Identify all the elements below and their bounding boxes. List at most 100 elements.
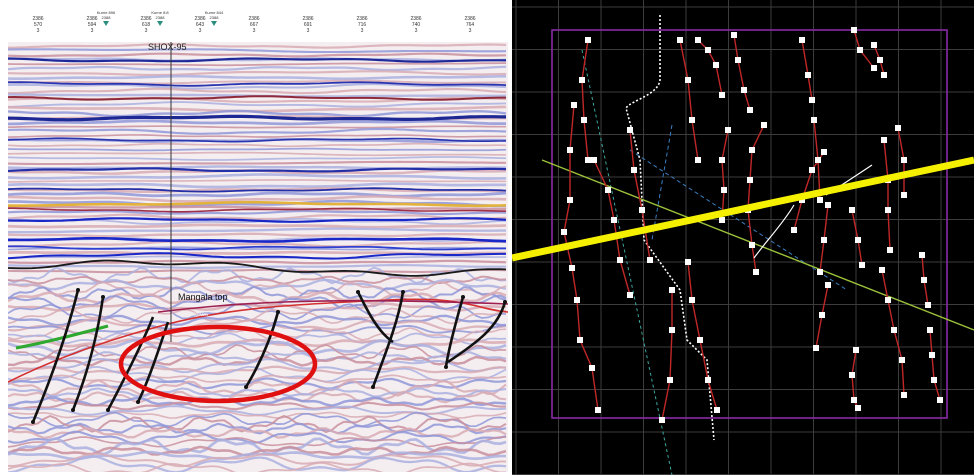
fault-node <box>901 192 907 198</box>
fault-node <box>817 197 823 203</box>
fault-node <box>899 357 905 363</box>
well-tick-top: Kurne 844 <box>204 10 224 15</box>
fault-stick <box>733 34 751 111</box>
fault-node <box>825 202 831 208</box>
fault-node <box>705 47 711 53</box>
fault-map-svg <box>512 0 974 475</box>
fault-node <box>849 372 855 378</box>
trace-tick-trace: 691 <box>303 22 313 28</box>
fault-node <box>667 377 673 383</box>
fault-node <box>611 217 617 223</box>
fault-node <box>571 102 577 108</box>
fault-node <box>581 117 587 123</box>
reflector-line <box>8 125 506 129</box>
fault-node <box>617 257 623 263</box>
trace-tick: 2386 570 3 <box>18 16 58 34</box>
olive-line <box>541 159 974 331</box>
reflector-line <box>8 291 507 306</box>
fault-node <box>799 37 805 43</box>
fault-node <box>719 157 725 163</box>
fault-node <box>639 207 645 213</box>
fault-node <box>931 377 937 383</box>
fault-node <box>725 127 731 133</box>
trace-tick: 2386 643 3 <box>180 16 220 34</box>
fault-node <box>925 302 931 308</box>
fault-node <box>76 288 80 292</box>
fault-node <box>919 252 925 258</box>
fault-node <box>721 187 727 193</box>
reflector-line <box>8 275 507 285</box>
trace-tick-line: 2386 <box>464 16 476 22</box>
trace-tick-trace: 740 <box>411 22 421 28</box>
reflector-line <box>8 227 506 234</box>
black-horizon <box>8 259 507 277</box>
reflector-line <box>8 127 507 135</box>
fault-line <box>244 311 280 388</box>
reflector-line <box>8 318 507 332</box>
reflector-line <box>8 436 507 456</box>
strong-reflector <box>8 57 507 63</box>
reflector-line <box>8 223 507 229</box>
blue-dashed-line <box>629 149 848 291</box>
reflector-line <box>8 173 507 180</box>
blue-horizon <box>8 252 506 260</box>
reflector-line <box>8 160 506 166</box>
fault-node <box>791 227 797 233</box>
fault-node <box>821 149 827 155</box>
reflector-line <box>8 259 507 265</box>
fault-stick <box>581 39 589 161</box>
fault-node <box>881 72 887 78</box>
reflector-line <box>8 285 507 301</box>
reflector-line <box>8 355 507 367</box>
trace-tick-line: 2386 <box>86 16 98 22</box>
trace-tick-trace: 764 <box>465 22 475 28</box>
fault-node <box>714 407 720 413</box>
reflector-line <box>8 427 507 440</box>
fault-node <box>809 97 815 103</box>
trace-tick: 2386 691 3 <box>288 16 328 34</box>
reflector-line <box>8 79 506 85</box>
trace-tick: 2386 594 3 <box>72 16 112 34</box>
fault-stick <box>747 124 765 273</box>
white-connector <box>753 204 795 259</box>
well-marker-icon <box>157 21 163 26</box>
reflector-line <box>8 142 507 148</box>
fault-node <box>579 77 585 83</box>
fault-node <box>817 269 823 275</box>
fault-node <box>741 87 747 93</box>
fault-node <box>567 197 573 203</box>
reflector-line <box>8 179 506 183</box>
fault-node <box>695 37 701 43</box>
reflector-line <box>8 109 507 118</box>
fault-node <box>569 265 575 271</box>
fault-node <box>921 277 927 283</box>
fault-stick <box>629 129 651 261</box>
fault-node <box>567 147 573 153</box>
fault-stick <box>851 349 859 409</box>
fault-node <box>605 187 611 193</box>
reflector-line <box>8 461 506 472</box>
reflector-line <box>8 255 506 260</box>
fault-node <box>685 77 691 83</box>
fault-node <box>887 247 893 253</box>
fault-node <box>574 297 580 303</box>
well-tick-top: Kurne 8:8 <box>151 10 169 15</box>
cyan-dashed-line <box>581 49 673 475</box>
survey-boundary <box>551 29 948 419</box>
fault-node <box>851 27 857 33</box>
trace-tick: 2386 740 3 <box>396 16 436 34</box>
fault-node <box>877 57 883 63</box>
fault-node <box>805 72 811 78</box>
fault-node <box>244 385 248 389</box>
reflector-line <box>8 182 506 189</box>
fault-node <box>901 157 907 163</box>
map-grid <box>512 0 974 475</box>
trace-tick-sub: 3 <box>198 28 202 34</box>
fault-node <box>813 345 819 351</box>
reflector-line <box>8 390 507 404</box>
reflector-line <box>8 387 507 398</box>
fault-node <box>356 290 360 294</box>
well-tick-bottom: 2388 <box>101 15 111 20</box>
reflector-line <box>8 374 507 384</box>
fault-node <box>503 300 507 304</box>
